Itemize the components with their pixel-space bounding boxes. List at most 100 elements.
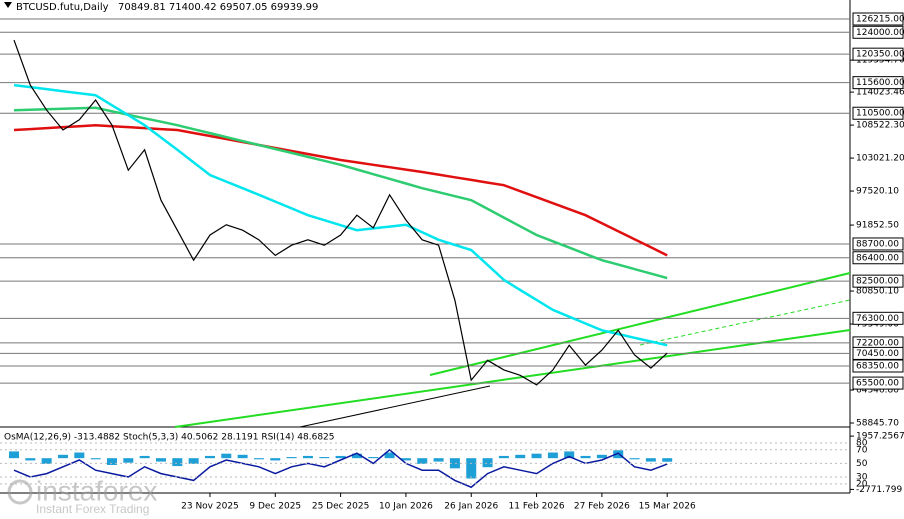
osma-bar <box>237 454 248 459</box>
y-tick-label: 114023.46 <box>856 88 904 98</box>
level-label: 82500.00 <box>856 277 899 287</box>
level-box <box>852 47 904 61</box>
osma-bar <box>155 458 166 462</box>
osma-bar <box>417 458 428 464</box>
x-tick-label: 26 Jan 2026 <box>444 502 498 512</box>
y-tick-label: 97520.10 <box>856 187 899 197</box>
y-tick-label: 80850.10 <box>856 287 899 297</box>
level-label: 76300.00 <box>856 314 899 324</box>
quote: 70849.81 71400.42 69507.05 69939.99 <box>118 2 318 13</box>
osma-bar <box>74 452 85 459</box>
trendline <box>174 329 851 428</box>
osma-bar <box>106 458 117 465</box>
osma-bar <box>41 458 52 464</box>
rsi-tick-label: 30 <box>856 473 868 483</box>
level-label: 86400.00 <box>856 253 899 263</box>
brand: instaforex <box>36 475 157 506</box>
osma-bar <box>580 455 591 459</box>
osma-tick-label: -2771.799 <box>856 485 902 495</box>
level-label: 115600.00 <box>856 78 904 88</box>
watermark: instaforex Instant Forex Trading <box>7 475 157 516</box>
level-box <box>852 376 904 390</box>
level-box <box>852 346 904 360</box>
osma-bar <box>123 458 134 463</box>
level-label: 65500.00 <box>856 379 899 389</box>
y-tick-label: 91852.50 <box>856 221 899 231</box>
osma-bar <box>319 457 330 459</box>
osma-bar <box>139 455 150 459</box>
rsi-tick-label: 20 <box>856 479 868 489</box>
osma-bar <box>221 453 232 459</box>
y-tick-label: 58845.70 <box>856 418 899 428</box>
osma-bar <box>400 458 411 461</box>
osma-bar <box>662 458 673 462</box>
osma-bar <box>351 453 362 459</box>
osma-bar <box>564 451 575 459</box>
osma-bar <box>384 452 395 459</box>
x-tick-label: 15 Mar 2026 <box>639 502 696 512</box>
x-tick-label: 11 Feb 2026 <box>509 502 565 512</box>
rsi-tick-label: 50 <box>856 459 868 469</box>
osma-bar <box>596 454 607 459</box>
x-tick-label: 10 Jan 2026 <box>379 502 433 512</box>
osma-bar <box>449 458 460 469</box>
osma-bar <box>90 458 101 460</box>
level-box <box>852 237 904 251</box>
level-label: 72200.00 <box>856 338 899 348</box>
osma-bar <box>57 454 68 459</box>
plot: 119354.70114023.46108522.30103021.209752… <box>0 12 904 512</box>
moving-average <box>13 106 668 280</box>
rsi-line <box>13 448 668 489</box>
osma-bar <box>302 455 313 459</box>
trendline <box>299 385 491 428</box>
level-box <box>852 311 904 325</box>
osma-bar <box>547 452 558 459</box>
x-tick-label: 25 Dec 2025 <box>312 502 370 512</box>
level-label: 68350.00 <box>856 361 899 371</box>
osma-bar <box>253 458 264 460</box>
level-box <box>852 251 904 265</box>
osma-bar <box>25 458 36 461</box>
symbol: BTCUSD.futu,Daily <box>16 2 109 13</box>
y-tick-label: 103021.20 <box>856 154 904 164</box>
osma-tick-label: 1957.2567 <box>856 432 904 442</box>
osma-bar <box>482 458 493 468</box>
moving-average <box>13 123 668 257</box>
x-tick-label: 23 Nov 2025 <box>181 502 239 512</box>
level-box <box>852 359 904 373</box>
level-label: 70450.00 <box>856 349 899 359</box>
osma-bar <box>433 458 444 462</box>
level-label: 120350.00 <box>856 50 904 60</box>
level-box <box>852 12 904 26</box>
rsi-tick-label: 70 <box>856 445 868 455</box>
y-tick-label: 108522.30 <box>856 121 904 131</box>
logo <box>7 479 33 505</box>
level-box <box>852 274 904 288</box>
level-box <box>852 25 904 39</box>
osma-bar <box>335 455 346 459</box>
menu-icon <box>4 2 12 8</box>
osma-bar <box>368 457 379 459</box>
osma-bar <box>645 458 656 462</box>
x-tick-label: 27 Feb 2026 <box>574 502 630 512</box>
osma-bar <box>531 453 542 459</box>
slogan: Instant Forex Trading <box>36 502 149 516</box>
level-label: 124000.00 <box>856 28 904 38</box>
osma-bar <box>270 458 281 461</box>
indicator-title: OsMA(12,26,9) -313.4882 Stoch(5,3,3) 40.… <box>4 433 335 443</box>
moving-average <box>13 83 668 347</box>
osma-bar <box>172 458 183 467</box>
osma-bar <box>188 458 199 464</box>
osma-bar <box>515 454 526 459</box>
osma-bar <box>466 458 477 479</box>
osma-bar <box>204 455 215 459</box>
y-tick-label: 64346.80 <box>856 385 899 395</box>
level-label: 126215.00 <box>856 14 904 24</box>
level-box <box>852 76 904 90</box>
trendline <box>639 299 851 346</box>
rsi-tick-label: 80 <box>856 438 868 448</box>
osma-bar <box>286 457 297 459</box>
trendline <box>429 272 851 376</box>
